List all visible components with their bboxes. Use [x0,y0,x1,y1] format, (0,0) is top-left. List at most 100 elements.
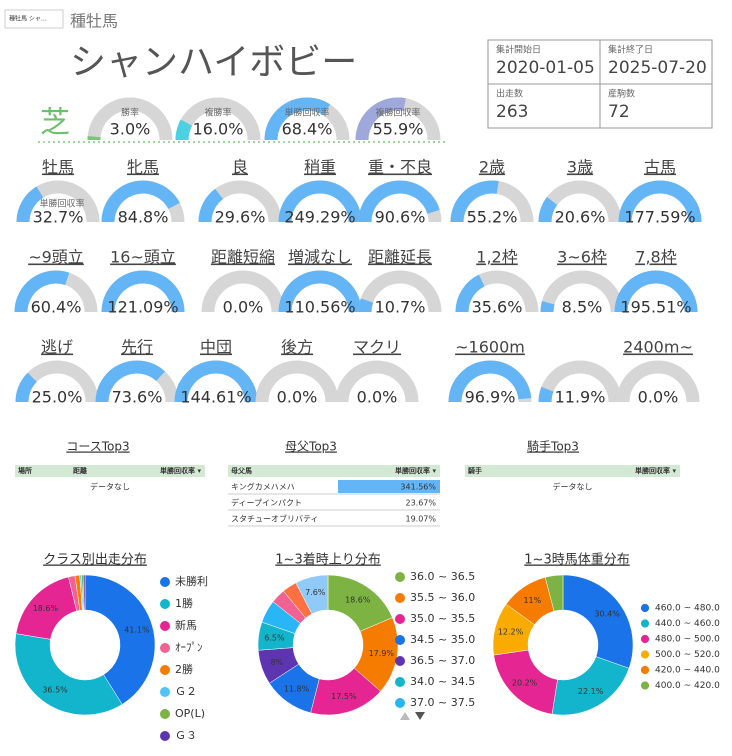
gauge-value: 73.6% [112,388,163,407]
gauge-fill [15,372,38,403]
gauge-label: ~9頭立 [28,248,84,267]
table-column: 騎手 [468,466,482,475]
gauge-value: 96.9% [465,388,516,407]
stat-cell [599,39,713,85]
section-label: 種牡馬 [70,12,118,31]
gauge-value: 144.61% [180,388,251,407]
legend-label: 34.0 ~ 34.5 [410,675,475,688]
gauge-value: 29.6% [215,208,266,227]
slice-label: 7.6% [305,588,326,597]
gauge-fill [448,360,532,403]
surface-label: 芝 [40,106,70,141]
gauge-fill [174,360,258,403]
gauge-value: 249.29% [284,208,355,227]
gauge-value: 110.56% [284,298,355,317]
summary-gauge-value: 55.9% [373,120,424,139]
legend-label: 35.5 ~ 36.0 [410,591,475,604]
gauge-label: 牝馬 [127,158,159,177]
table-column: 単勝回収率 ▾ [395,466,436,475]
gauge-label: 稍重 [304,158,336,177]
gauge-label: 増減なし [288,248,352,267]
summary-gauge-label: 複勝回収率 [375,107,420,119]
gauge-label: 逃げ [41,338,73,357]
stat-label: 集計開始日 [496,44,541,56]
gauge-fill [14,270,70,313]
donut-slice [82,574,86,611]
gauge-value: 25.0% [32,388,83,407]
gauge-fill [538,196,558,223]
table-name: スタチューオブリバティ [231,514,319,524]
legend-marker [160,665,170,675]
gauge-fill [101,270,185,313]
gauge-fill [278,270,362,313]
gauge-label: 16~頭立 [110,248,176,267]
gauge-track [335,360,419,403]
slice-label: 17.5% [331,692,357,701]
gauge-fill [450,180,499,223]
gauge-value: 20.6% [555,208,606,227]
gauge-value: 0.0% [638,388,679,407]
table-column: 単勝回収率 ▾ [160,466,201,475]
gauge-label: 2400m~ [623,338,693,357]
horse-name: シャンハイボビー [70,42,357,83]
pager-down[interactable] [415,712,425,720]
legend-label: 2勝 [175,662,193,676]
slice-label: 18.6% [345,595,371,604]
gauge-fill [355,97,406,141]
pager-up[interactable] [400,712,410,720]
gauge-track [540,270,624,313]
legend-label: 500.0 ~ 520.0 [655,650,720,660]
summary-gauge-value: 16.0% [193,120,244,139]
legend-label: 36.5 ~ 37.0 [410,654,475,667]
gauge-value: 84.8% [118,208,169,227]
legend-marker [160,643,170,653]
table-empty: データなし [90,482,130,492]
table-column: 単勝回収率 ▾ [635,466,676,475]
legend-marker [160,577,170,587]
slice-label: 20.2% [512,678,538,687]
slice-label: 18.6% [33,604,59,613]
table-empty: データなし [553,482,593,492]
donut-title: 1~3時馬体重分布 [524,552,629,568]
legend-marker [160,709,170,719]
selector-text[interactable]: 種牡馬 シャ… [9,15,47,23]
gauge-value: 11.9% [555,388,606,407]
legend-label: 440.0 ~ 460.0 [655,619,720,629]
legend-label: 400.0 ~ 420.0 [655,681,720,691]
gauge-fill [538,386,554,403]
legend-marker [395,698,405,708]
gauge-fill [455,274,485,313]
gauge-label: 重・不良 [368,158,432,177]
legend-label: Ｇ２ [175,685,197,698]
legend-label: 420.0 ~ 440.0 [655,666,720,676]
gauge-value: 0.0% [223,298,264,317]
gauge-track [201,270,285,313]
gauge-track [616,360,700,403]
gauge-label: 古馬 [644,158,676,177]
slice-label: 8% [271,658,284,667]
gauge-label: 3歳 [567,158,593,177]
gauge-fill [175,119,193,141]
legend-label: 460.0 ~ 480.0 [655,604,720,614]
gauge-value: 35.6% [472,298,523,317]
legend-marker [640,603,650,613]
selector-box[interactable] [4,9,64,29]
legend-label: 480.0 ~ 500.0 [655,635,720,645]
gauge-value: 90.6% [375,208,426,227]
gauge-value: 195.51% [620,298,691,317]
gauge-label: 7,8枠 [635,248,676,267]
gauge-label: 3~6枠 [557,248,607,267]
gauge-label: ~1600m [455,338,525,357]
gauge-label: 距離延長 [368,248,432,267]
gauge-track [87,97,173,141]
legend-marker [395,677,405,687]
legend-label: 34.5 ~ 35.0 [410,633,475,646]
gauge-fill [614,270,698,313]
gauge-track [255,360,339,403]
legend-marker [395,656,405,666]
summary-gauge-label: 勝率 [121,107,139,119]
table-header [465,465,680,477]
slice-label: 41.1% [124,626,150,635]
legend-marker [160,621,170,631]
